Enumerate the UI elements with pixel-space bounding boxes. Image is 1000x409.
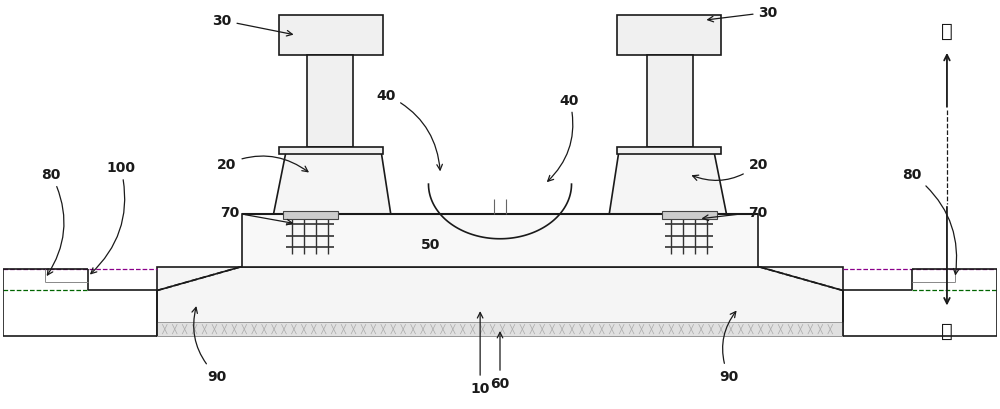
- Text: 30: 30: [212, 14, 292, 37]
- Bar: [307, 56, 353, 148]
- Bar: [662, 211, 717, 219]
- Bar: [157, 267, 843, 336]
- Text: 70: 70: [703, 205, 768, 221]
- Polygon shape: [609, 150, 726, 214]
- Bar: [617, 16, 721, 56]
- Text: 50: 50: [421, 237, 440, 251]
- Bar: [279, 16, 383, 56]
- Text: 60: 60: [490, 333, 510, 390]
- Bar: [157, 322, 843, 336]
- Bar: [279, 148, 383, 155]
- Bar: [617, 148, 721, 155]
- Text: 30: 30: [708, 6, 778, 23]
- Text: 20: 20: [217, 157, 308, 172]
- Bar: [283, 211, 338, 219]
- Text: 40: 40: [548, 94, 579, 182]
- Text: 顶: 顶: [941, 22, 953, 40]
- Text: 70: 70: [220, 205, 292, 225]
- Text: 80: 80: [903, 168, 959, 275]
- Bar: [242, 214, 758, 267]
- Text: 90: 90: [192, 308, 227, 383]
- Text: 20: 20: [693, 158, 768, 181]
- Text: 100: 100: [91, 161, 135, 274]
- Text: 40: 40: [376, 88, 442, 171]
- Polygon shape: [274, 150, 391, 214]
- Text: 90: 90: [719, 312, 738, 383]
- Text: 底: 底: [941, 321, 953, 340]
- Text: 80: 80: [41, 168, 64, 275]
- Bar: [647, 56, 693, 148]
- Text: 10: 10: [470, 313, 490, 395]
